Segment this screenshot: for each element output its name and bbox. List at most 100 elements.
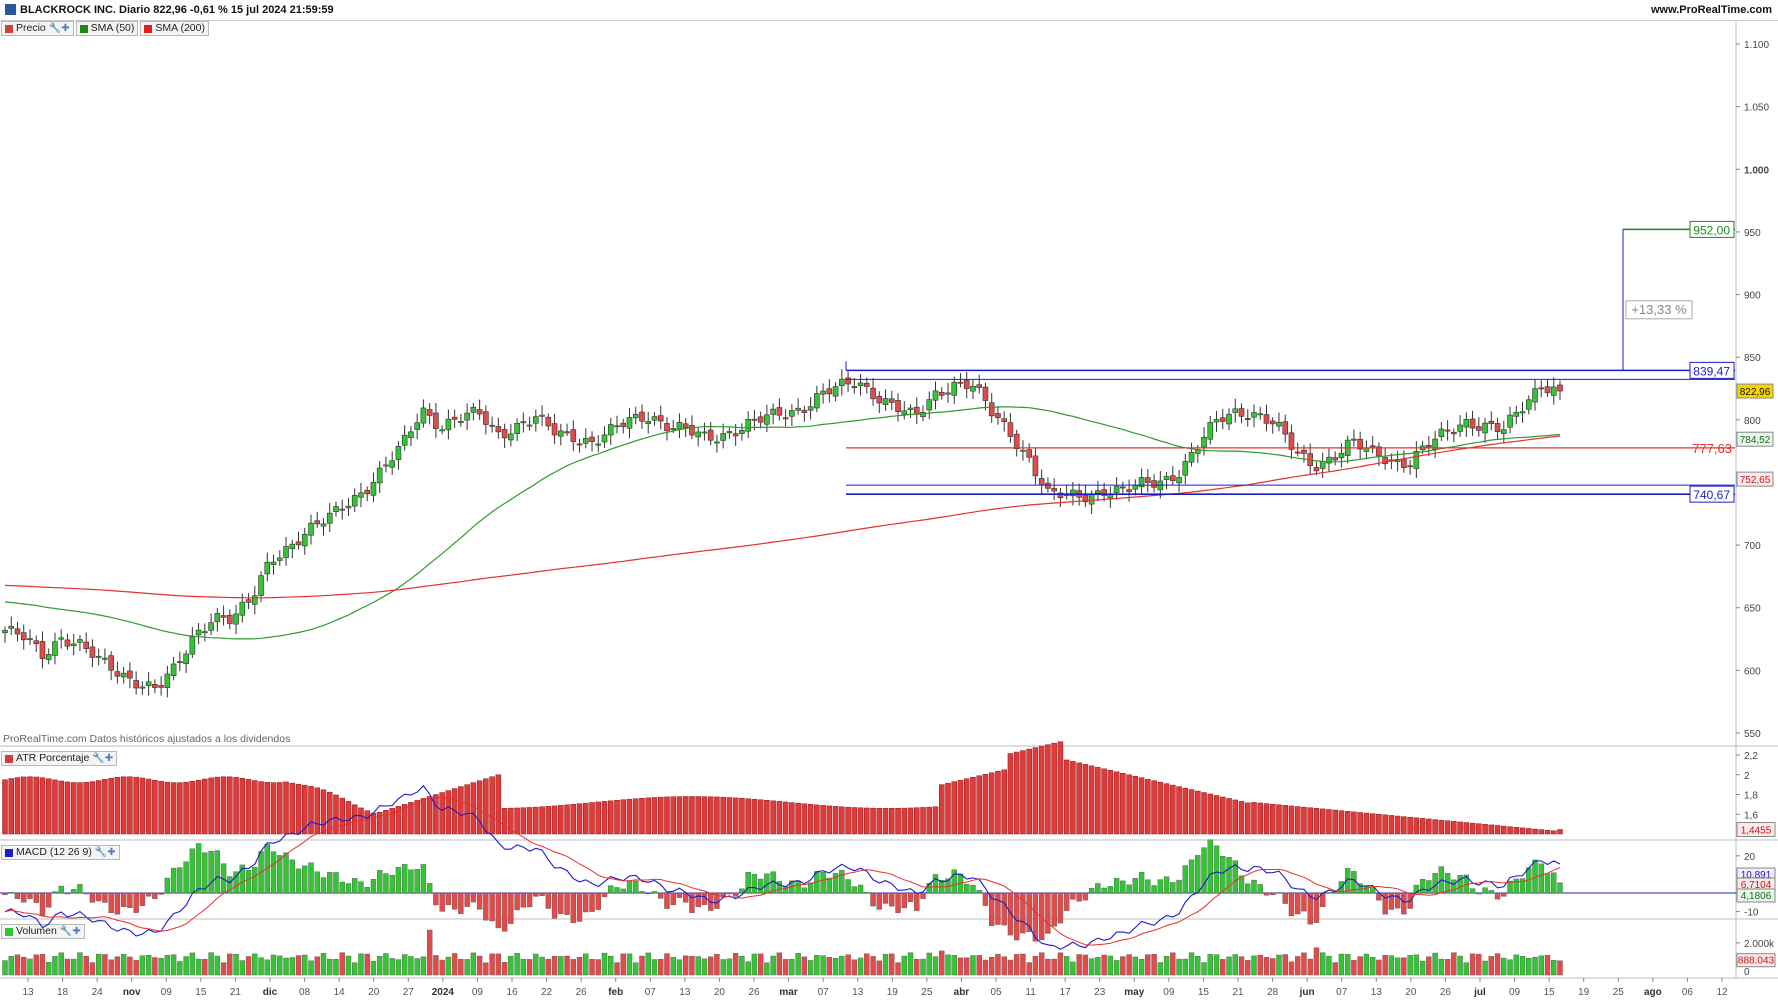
x-axis-label: 19 — [1578, 987, 1590, 998]
volume-bar — [508, 955, 514, 976]
macd-hist-bar — [826, 877, 833, 894]
atr-bar — [826, 805, 833, 835]
volume-bar — [2, 960, 8, 976]
candle-body — [8, 625, 15, 629]
volume-bar — [1182, 958, 1189, 976]
volume-bar — [21, 956, 27, 976]
atr-bar — [495, 774, 502, 835]
legend-price[interactable]: Precio 🔧✚ — [1, 21, 74, 36]
macd-hist-bar — [508, 892, 514, 924]
atr-bar — [277, 782, 283, 835]
macd-hist-bar — [339, 881, 345, 894]
legend-sma200[interactable]: SMA (200) — [140, 21, 209, 36]
candle-body — [539, 414, 545, 417]
volume-bar — [1026, 962, 1032, 976]
macd-hist-bar — [639, 891, 645, 894]
legend-volume[interactable]: Volumen 🔧✚ — [1, 924, 85, 939]
atr-bar — [1226, 798, 1232, 835]
legend-sma50[interactable]: SMA (50) — [75, 21, 139, 36]
atr-bar — [1401, 816, 1407, 835]
macd-hist-bar — [283, 852, 289, 894]
volume-settings-icon[interactable]: 🔧✚ — [59, 926, 81, 937]
candle-body — [932, 390, 939, 401]
macd-hist-bar — [914, 892, 920, 911]
volume-bar — [907, 952, 914, 976]
x-axis-label: 11 — [1025, 987, 1036, 998]
atr-last-label: 1,4455 — [1741, 826, 1772, 837]
candle-body — [1113, 486, 1120, 493]
volume-bar — [726, 958, 733, 976]
macd-hist-bar — [676, 892, 683, 898]
macd-hist-bar — [345, 883, 352, 894]
volume-bar — [595, 959, 601, 976]
macd-hist-bar — [501, 892, 508, 932]
atr-bar — [820, 805, 826, 835]
candle-body — [882, 398, 889, 405]
macd-hist-bar — [1151, 885, 1157, 894]
settings-wrench-icon[interactable]: 🔧✚ — [48, 23, 70, 34]
atr-bar — [539, 806, 545, 835]
atr-bar — [1482, 824, 1488, 835]
candle-body — [926, 399, 933, 411]
x-axis-label: jun — [1299, 987, 1315, 998]
x-axis-label: 15 — [1544, 987, 1556, 998]
atr-tick-label: 1,6 — [1744, 810, 1758, 821]
macd-hist-bar — [1120, 880, 1126, 894]
site-url[interactable]: www.ProRealTime.com — [1650, 4, 1772, 16]
candle-body — [2, 629, 8, 634]
macd-histogram — [2, 839, 1563, 942]
macd-hist-bar — [1388, 892, 1395, 910]
atr-settings-icon[interactable]: 🔧✚ — [92, 753, 114, 764]
macd-hist-bar — [926, 882, 932, 894]
atr-bar — [308, 786, 314, 835]
volume-bar — [814, 954, 820, 976]
volume-bar — [1126, 954, 1132, 976]
atr-bar — [1344, 811, 1351, 835]
atr-bar — [426, 796, 433, 835]
x-axis-label: 21 — [230, 987, 242, 998]
candle-body — [1369, 445, 1376, 448]
volume-bar — [1551, 960, 1557, 976]
volume-bar — [202, 958, 208, 976]
macd-hist-bar — [1507, 880, 1513, 894]
candle-body — [1219, 417, 1226, 422]
volume-bar — [1313, 947, 1320, 976]
x-axis-label: 06 — [1682, 987, 1694, 998]
volume-bar — [658, 959, 664, 976]
volume-bar — [626, 953, 633, 976]
volume-bar — [370, 961, 377, 976]
macd-hist-bar — [1107, 886, 1114, 894]
candle-body — [1463, 419, 1470, 428]
candle-body — [895, 400, 901, 412]
macd-hist-bar — [1007, 892, 1014, 936]
volume-bar — [1432, 952, 1438, 976]
candle-body — [501, 429, 508, 439]
volume-bar — [695, 956, 701, 976]
legend-atr[interactable]: ATR Porcentaje 🔧✚ — [1, 751, 118, 766]
atr-bar — [676, 796, 683, 835]
legend-sma200-label: SMA (200) — [155, 22, 205, 34]
volume-bar — [327, 958, 333, 976]
candle-body — [1476, 426, 1482, 431]
legend-macd[interactable]: MACD (12 26 9) 🔧✚ — [1, 845, 120, 860]
atr-bar — [389, 808, 395, 835]
volume-bar — [770, 955, 776, 976]
candle-body — [1313, 467, 1320, 472]
candle-body — [1351, 438, 1357, 441]
atr-bar — [77, 782, 83, 835]
volume-bar — [426, 929, 433, 976]
volume-bar — [158, 957, 164, 976]
macd-hist-bar — [689, 892, 695, 913]
atr-bar — [233, 777, 239, 835]
atr-bar — [1494, 825, 1501, 835]
macd-settings-icon[interactable]: 🔧✚ — [94, 847, 116, 858]
atr-bar — [1095, 767, 1101, 835]
candle-body — [1151, 480, 1157, 488]
volume-bar — [945, 954, 951, 976]
atr-bar — [476, 780, 483, 835]
macd-hist-bar — [732, 892, 739, 897]
volume-bar — [926, 952, 932, 976]
volume-bar — [876, 960, 882, 976]
macd-hist-bar — [145, 892, 152, 897]
